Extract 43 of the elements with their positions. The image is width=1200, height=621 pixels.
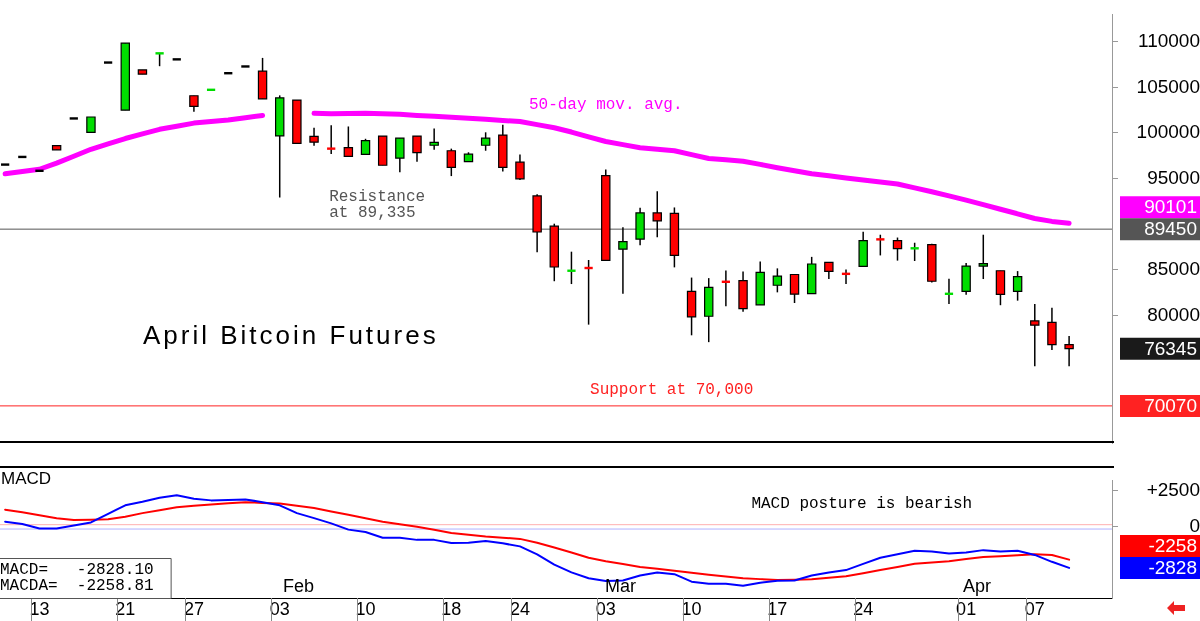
y-tick-label: 0 bbox=[1189, 515, 1200, 537]
chart-title: MACD bbox=[1, 468, 52, 488]
candlestick bbox=[1, 163, 10, 166]
x-tick-label: 10 bbox=[355, 598, 376, 619]
text: 90101 bbox=[1144, 196, 1197, 218]
series-label: 50-day mov. avg. bbox=[528, 95, 683, 114]
y-tick-label: 95000 bbox=[1147, 166, 1200, 188]
x-tick-label: 27 bbox=[183, 598, 204, 619]
text: April Bitcoin Futures bbox=[143, 320, 439, 351]
text: -2828 bbox=[1148, 557, 1197, 579]
candlestick bbox=[910, 241, 919, 262]
annotation: Support at 70,000 bbox=[590, 380, 754, 399]
candlestick bbox=[69, 117, 78, 120]
annotation: MACD= -2828.10 bbox=[0, 561, 154, 580]
y-tick-label: +2500 bbox=[1146, 478, 1200, 500]
candlestick bbox=[35, 169, 44, 172]
candlestick bbox=[567, 250, 576, 285]
ref-line-label: 89450 bbox=[1144, 218, 1197, 240]
x-tick-label: 13 bbox=[29, 598, 50, 619]
annotation: MACD posture is bearish bbox=[751, 495, 973, 514]
candlestick bbox=[327, 124, 336, 155]
candlestick bbox=[876, 233, 885, 257]
y-tick-label: 105000 bbox=[1136, 75, 1200, 97]
annotation: MACDA= -2258.81 bbox=[0, 577, 154, 596]
y-tick-label: 80000 bbox=[1147, 303, 1200, 325]
annotation: Resistance at 89,335 bbox=[329, 188, 426, 223]
annotation: Apr bbox=[963, 575, 992, 596]
candlestick bbox=[241, 65, 250, 68]
x-tick-label: 17 bbox=[767, 598, 788, 619]
candlestick bbox=[172, 58, 181, 61]
x-tick-label: 18 bbox=[441, 598, 462, 619]
text: -2258 bbox=[1148, 535, 1197, 557]
y-tick-label: 85000 bbox=[1147, 257, 1200, 279]
candlestick bbox=[584, 259, 593, 326]
annotation: Mar bbox=[605, 575, 636, 596]
y-tick-label: 110000 bbox=[1138, 29, 1200, 51]
x-tick-label: 24 bbox=[509, 598, 530, 619]
text: 76345 bbox=[1144, 337, 1197, 359]
x-tick-label: 10 bbox=[681, 598, 702, 619]
ref-line-label: 70070 bbox=[1144, 395, 1197, 417]
candlestick bbox=[103, 61, 113, 64]
y-tick-label: 100000 bbox=[1136, 121, 1200, 143]
annotation: Feb bbox=[283, 575, 315, 596]
